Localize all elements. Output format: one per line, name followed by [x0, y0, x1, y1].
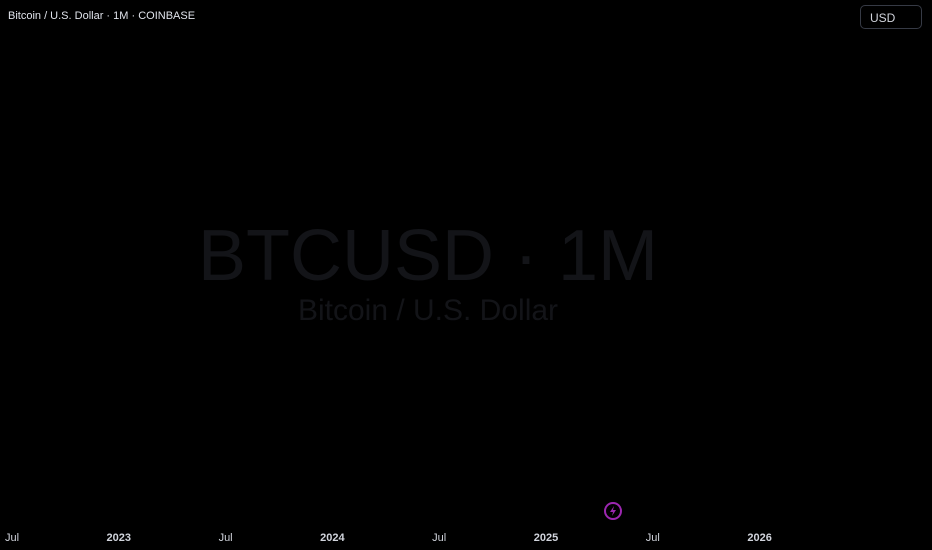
- time-axis-label: 2024: [320, 532, 345, 544]
- watermark-name: Bitcoin / U.S. Dollar: [298, 294, 558, 327]
- watermark-symbol: BTCUSD · 1M: [198, 216, 658, 296]
- symbol-title[interactable]: Bitcoin / U.S. Dollar · 1M · COINBASE: [8, 10, 196, 22]
- symbol-watermark: BTCUSD · 1M Bitcoin / U.S. Dollar: [198, 216, 658, 327]
- time-axis-label: Jul: [219, 532, 233, 544]
- time-axis-label: Jul: [5, 532, 19, 544]
- currency-button[interactable]: USD: [860, 5, 922, 29]
- time-axis: Jul 2023 Jul 2024 Jul 2025 Jul 2026: [5, 532, 772, 544]
- lightning-icon[interactable]: [604, 502, 622, 520]
- time-axis-label: 2025: [534, 532, 558, 544]
- time-axis-label: Jul: [646, 532, 660, 544]
- time-axis-label: 2026: [747, 532, 771, 544]
- time-axis-label: 2023: [107, 532, 131, 544]
- time-axis-label: Jul: [432, 532, 446, 544]
